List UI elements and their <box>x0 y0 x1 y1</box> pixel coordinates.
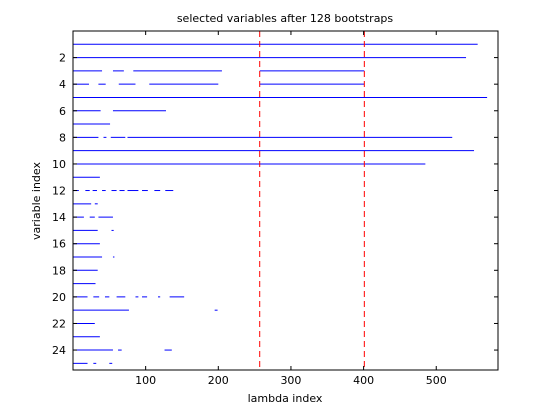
chart-title: selected variables after 128 bootstraps <box>177 12 394 25</box>
y-tick-label-6: 6 <box>59 105 66 118</box>
y-axis-label: variable index <box>30 162 43 240</box>
x-tick-label-300: 300 <box>280 374 301 387</box>
y-tick-label-24: 24 <box>52 344 66 357</box>
x-tick-label-400: 400 <box>353 374 374 387</box>
x-tick-label-200: 200 <box>208 374 229 387</box>
x-axis-label: lambda index <box>248 392 323 405</box>
x-tick-label-500: 500 <box>426 374 447 387</box>
y-tick-label-2: 2 <box>59 52 66 65</box>
x-tick-label-100: 100 <box>135 374 156 387</box>
y-tick-label-18: 18 <box>52 264 66 277</box>
axes-box <box>72 30 499 371</box>
y-tick-label-12: 12 <box>52 185 66 198</box>
y-tick-label-20: 20 <box>52 291 66 304</box>
y-tick-label-8: 8 <box>59 131 66 144</box>
y-tick-label-14: 14 <box>52 211 66 224</box>
y-tick-label-4: 4 <box>59 78 66 91</box>
y-tick-label-16: 16 <box>52 238 66 251</box>
y-tick-label-22: 22 <box>52 317 66 330</box>
y-tick-label-10: 10 <box>52 158 66 171</box>
